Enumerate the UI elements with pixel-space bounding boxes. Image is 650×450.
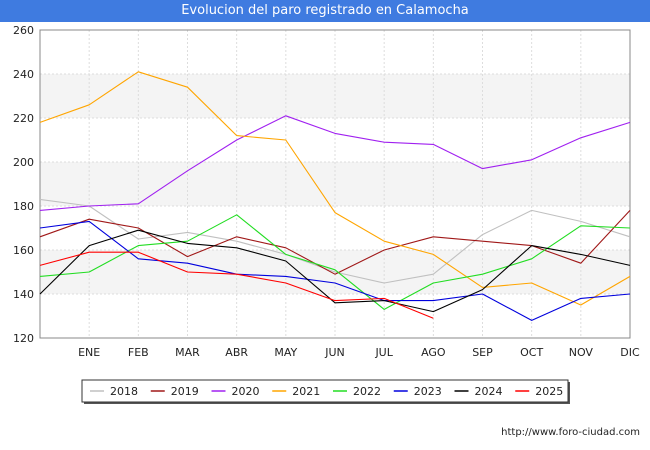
legend-label-2021: 2021 bbox=[292, 385, 320, 398]
series-lines bbox=[39, 71, 631, 321]
x-tick-label: OCT bbox=[520, 346, 543, 359]
series-line-2023 bbox=[39, 220, 631, 321]
legend: 2018 2019 2020 2021 2022 2023 2024 2025 bbox=[81, 379, 570, 404]
y-axis-ticks: 120 140 160 180 200 220 240 260 bbox=[13, 24, 34, 345]
x-axis-ticks: ENE FEB MAR ABR MAY JUN JUL AGO SEP OCT NOV DIC bbox=[78, 346, 640, 359]
x-tick-label: MAR bbox=[175, 346, 200, 359]
y-tick-label: 160 bbox=[13, 244, 34, 257]
legend-label-2018: 2018 bbox=[110, 385, 138, 398]
x-tick-label: MAY bbox=[274, 346, 297, 359]
y-tick-label: 220 bbox=[13, 112, 34, 125]
series-line-2024 bbox=[39, 229, 631, 313]
x-tick-label: JUL bbox=[374, 346, 393, 359]
series-line-2025 bbox=[39, 251, 434, 319]
y-tick-label: 260 bbox=[13, 24, 34, 37]
series-line-2021 bbox=[39, 71, 631, 306]
x-tick-label: JUN bbox=[324, 346, 345, 359]
x-tick-label: ABR bbox=[225, 346, 248, 359]
y-tick-label: 140 bbox=[13, 288, 34, 301]
y-tick-label: 240 bbox=[13, 68, 34, 81]
series-line-2018 bbox=[39, 198, 631, 284]
x-tick-label: NOV bbox=[569, 346, 594, 359]
legend-box bbox=[81, 379, 569, 403]
x-tick-label: ENE bbox=[78, 346, 100, 359]
x-tick-label: FEB bbox=[128, 346, 149, 359]
chart-title: Evolucion del paro registrado en Calamoc… bbox=[0, 0, 650, 22]
legend-label-2024: 2024 bbox=[475, 385, 503, 398]
source-url[interactable]: http://www.foro-ciudad.com bbox=[501, 427, 640, 438]
y-tick-label: 180 bbox=[13, 200, 34, 213]
legend-label-2020: 2020 bbox=[232, 385, 260, 398]
x-tick-label: DIC bbox=[620, 346, 640, 359]
plot-frame bbox=[39, 29, 631, 339]
legend-label-2023: 2023 bbox=[414, 385, 442, 398]
series-line-2022 bbox=[39, 214, 631, 310]
x-tick-label: SEP bbox=[472, 346, 493, 359]
legend-label-2022: 2022 bbox=[353, 385, 381, 398]
y-tick-label: 120 bbox=[13, 332, 34, 345]
legend-label-2025: 2025 bbox=[535, 385, 563, 398]
series-line-2020 bbox=[39, 115, 631, 211]
legend-label-2019: 2019 bbox=[171, 385, 199, 398]
y-tick-label: 200 bbox=[13, 156, 34, 169]
x-tick-label: AGO bbox=[421, 346, 446, 359]
grid-lines bbox=[39, 29, 631, 339]
axes bbox=[39, 29, 631, 339]
